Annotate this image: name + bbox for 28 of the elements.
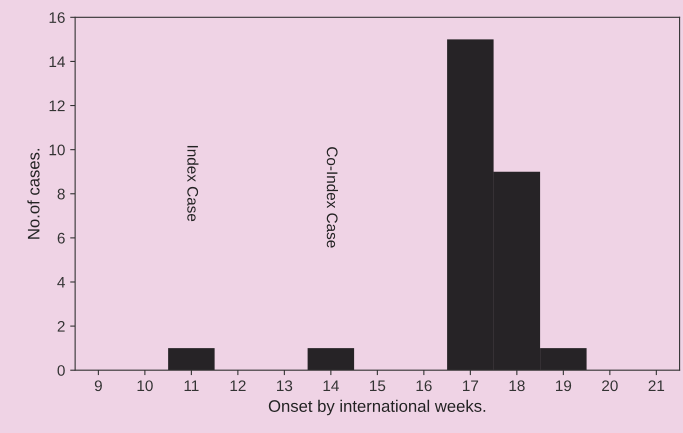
y-tick-label: 0 — [58, 365, 65, 376]
x-tick-label: 19 — [556, 380, 572, 392]
x-tick-label: 17 — [463, 380, 478, 392]
y-tick-label: 6 — [58, 232, 65, 244]
y-tick-label: 14 — [50, 56, 65, 67]
x-tick-label: 18 — [510, 380, 525, 392]
y-tick-label: 8 — [58, 188, 65, 200]
x-tick-label: 12 — [230, 380, 246, 392]
annotation: Index Case — [187, 146, 198, 222]
y-tick-label: 2 — [58, 320, 65, 332]
x-tick-label: 14 — [324, 380, 339, 392]
x-tick-label: 9 — [94, 380, 102, 392]
x-tick-label: 16 — [416, 380, 432, 392]
x-tick-label: 11 — [184, 380, 199, 392]
bar — [168, 348, 215, 370]
x-tick-label: 10 — [138, 380, 153, 392]
annotation: Co-Index Case — [326, 147, 338, 248]
bar — [308, 348, 354, 370]
x-tick-label: 20 — [602, 380, 618, 392]
x-tick-label: 13 — [277, 380, 292, 392]
y-tick-label: 4 — [57, 277, 65, 288]
y-tick-label: 16 — [50, 12, 65, 24]
y-axis-title: No.of cases. — [27, 148, 40, 239]
x-tick-label: 21 — [648, 380, 664, 392]
y-tick-label: 10 — [50, 144, 65, 156]
x-tick-label: 15 — [370, 380, 386, 392]
y-tick-label: 12 — [50, 100, 65, 112]
x-axis-title: Onset by international weeks. — [268, 400, 486, 416]
